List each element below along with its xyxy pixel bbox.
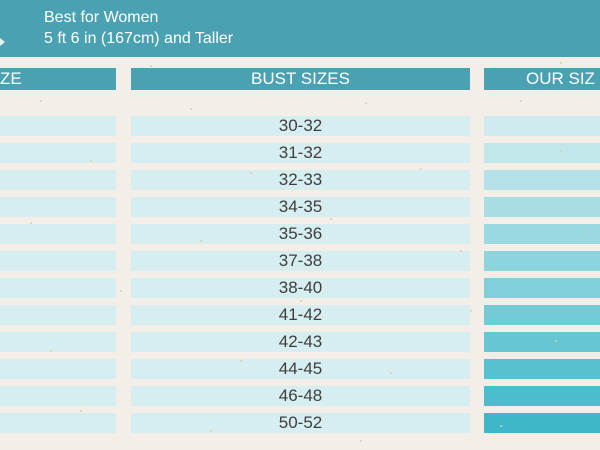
paper-speck [520, 100, 522, 102]
paper-speck [360, 440, 362, 442]
bust-size-cell: 38-40 [131, 278, 470, 298]
size-cell [0, 332, 116, 352]
size-cell [0, 386, 116, 406]
bust-size-cell: 37-38 [131, 251, 470, 271]
our-size-cell [484, 278, 600, 298]
bust-size-cell: 31-32 [131, 143, 470, 163]
paper-speck [585, 230, 587, 232]
title-banner: Best for Women 5 ft 6 in (167cm) and Tal… [0, 0, 600, 57]
paper-speck [120, 290, 122, 292]
paper-speck [240, 360, 242, 362]
paper-speck [30, 222, 32, 224]
banner-subtitle: 5 ft 6 in (167cm) and Taller [44, 30, 234, 47]
bust-size-cell: 35-36 [131, 224, 470, 244]
paper-speck [560, 150, 562, 152]
our-size-cell [484, 224, 600, 244]
bust-size-cell: 30-32 [131, 116, 470, 136]
paper-speck [40, 100, 42, 102]
size-cell [0, 143, 116, 163]
our-size-column-header: OUR SIZ [484, 68, 600, 90]
bust-size-cell: 42-43 [131, 332, 470, 352]
size-cell [0, 278, 116, 298]
paper-speck [365, 102, 367, 104]
bust-size-cell: 32-33 [131, 170, 470, 190]
paper-speck [560, 62, 562, 64]
our-size-cell [484, 197, 600, 217]
paper-speck [500, 425, 502, 427]
our-size-cell [484, 116, 600, 136]
paper-speck [90, 160, 92, 162]
our-size-cell [484, 251, 600, 271]
size-cell [0, 197, 116, 217]
banner-title: Best for Women [44, 9, 159, 26]
paper-speck [470, 310, 472, 312]
our-size-cell [484, 386, 600, 406]
paper-speck [200, 240, 202, 242]
size-cell [0, 224, 116, 244]
paper-speck [300, 300, 302, 302]
size-cell [0, 251, 116, 271]
paper-speck [460, 250, 462, 252]
bust-size-cell: 41-42 [131, 305, 470, 325]
paper-speck [80, 410, 82, 412]
our-size-cell [484, 332, 600, 352]
bust-size-cell: 34-35 [131, 197, 470, 217]
paper-speck [50, 350, 52, 352]
our-size-cell [484, 359, 600, 379]
bust-sizes-header: BUST SIZES [131, 68, 470, 90]
size-cell [0, 305, 116, 325]
paper-speck [420, 168, 422, 170]
our-size-cell [484, 143, 600, 163]
paper-speck [555, 340, 557, 342]
bust-size-cell: 50-52 [131, 413, 470, 433]
paper-speck [390, 372, 392, 374]
paper-speck [150, 65, 152, 67]
paper-speck [210, 430, 212, 432]
our-size-cell [484, 305, 600, 325]
size-cell [0, 359, 116, 379]
arrow-icon [0, 38, 5, 46]
our-size-cell [484, 413, 600, 433]
paper-speck [190, 108, 192, 110]
paper-speck [250, 172, 252, 174]
size-column-header: ZE [0, 68, 116, 90]
bust-size-cell: 44-45 [131, 359, 470, 379]
size-cell [0, 413, 116, 433]
bust-size-cell: 46-48 [131, 386, 470, 406]
size-cell [0, 116, 116, 136]
paper-speck [330, 218, 332, 220]
size-cell [0, 170, 116, 190]
our-size-cell [484, 170, 600, 190]
